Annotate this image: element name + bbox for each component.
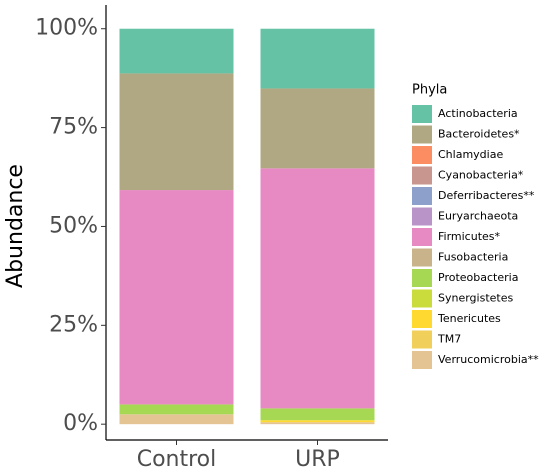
- legend-label: Euryarchaeota: [438, 210, 518, 223]
- legend-key: [412, 289, 432, 308]
- bar-segment: [119, 190, 234, 405]
- legend-key: [412, 351, 432, 369]
- bar-segment: [260, 422, 375, 425]
- legend-label: Bacteroidetes*: [438, 128, 520, 141]
- legend-label: Firmicutes*: [438, 230, 501, 243]
- legend-label: Verrucomicrobia**: [438, 353, 539, 366]
- legend-label: Actinobacteria: [438, 107, 518, 120]
- legend-label: Proteobacteria: [438, 271, 518, 284]
- bar-segment: [260, 168, 375, 409]
- legend-key: [412, 105, 432, 123]
- legend-key: [412, 310, 432, 328]
- legend-label: Synergistetes: [438, 292, 513, 305]
- legend-key: [412, 207, 432, 226]
- x-tick-label: Control: [137, 447, 217, 472]
- bar-segment: [119, 73, 234, 191]
- legend-title: Phyla: [412, 83, 447, 98]
- legend-key: [412, 166, 432, 185]
- bar-segment: [119, 414, 234, 425]
- y-tick-label: 50%: [49, 213, 98, 238]
- legend-key: [412, 125, 432, 144]
- legend-key: [412, 228, 432, 246]
- bar-segment: [119, 28, 234, 74]
- legend-key: [412, 146, 432, 164]
- y-axis-label: Abundance: [3, 164, 28, 288]
- legend-key: [412, 269, 432, 287]
- bar-segment: [260, 28, 375, 89]
- legend-label: Deferribacteres**: [438, 189, 535, 202]
- y-tick-label: 0%: [63, 411, 98, 436]
- y-tick-label: 75%: [49, 115, 98, 140]
- legend-key: [412, 248, 432, 267]
- legend-label: Tenericutes: [437, 312, 501, 325]
- bar-segment: [260, 408, 375, 421]
- y-tick-label: 100%: [35, 16, 98, 41]
- legend-label: Chlamydiae: [438, 148, 503, 161]
- bar-segment: [260, 420, 375, 423]
- legend-label: Cyanobacteria*: [438, 169, 524, 182]
- y-tick-label: 25%: [49, 312, 98, 337]
- legend-label: TM7: [437, 333, 461, 346]
- x-tick-label: URP: [295, 447, 340, 472]
- bar-segment: [260, 88, 375, 169]
- legend-key: [412, 330, 432, 349]
- legend-label: Fusobacteria: [438, 251, 508, 264]
- bar-segment: [119, 404, 234, 415]
- legend-key: [412, 187, 432, 205]
